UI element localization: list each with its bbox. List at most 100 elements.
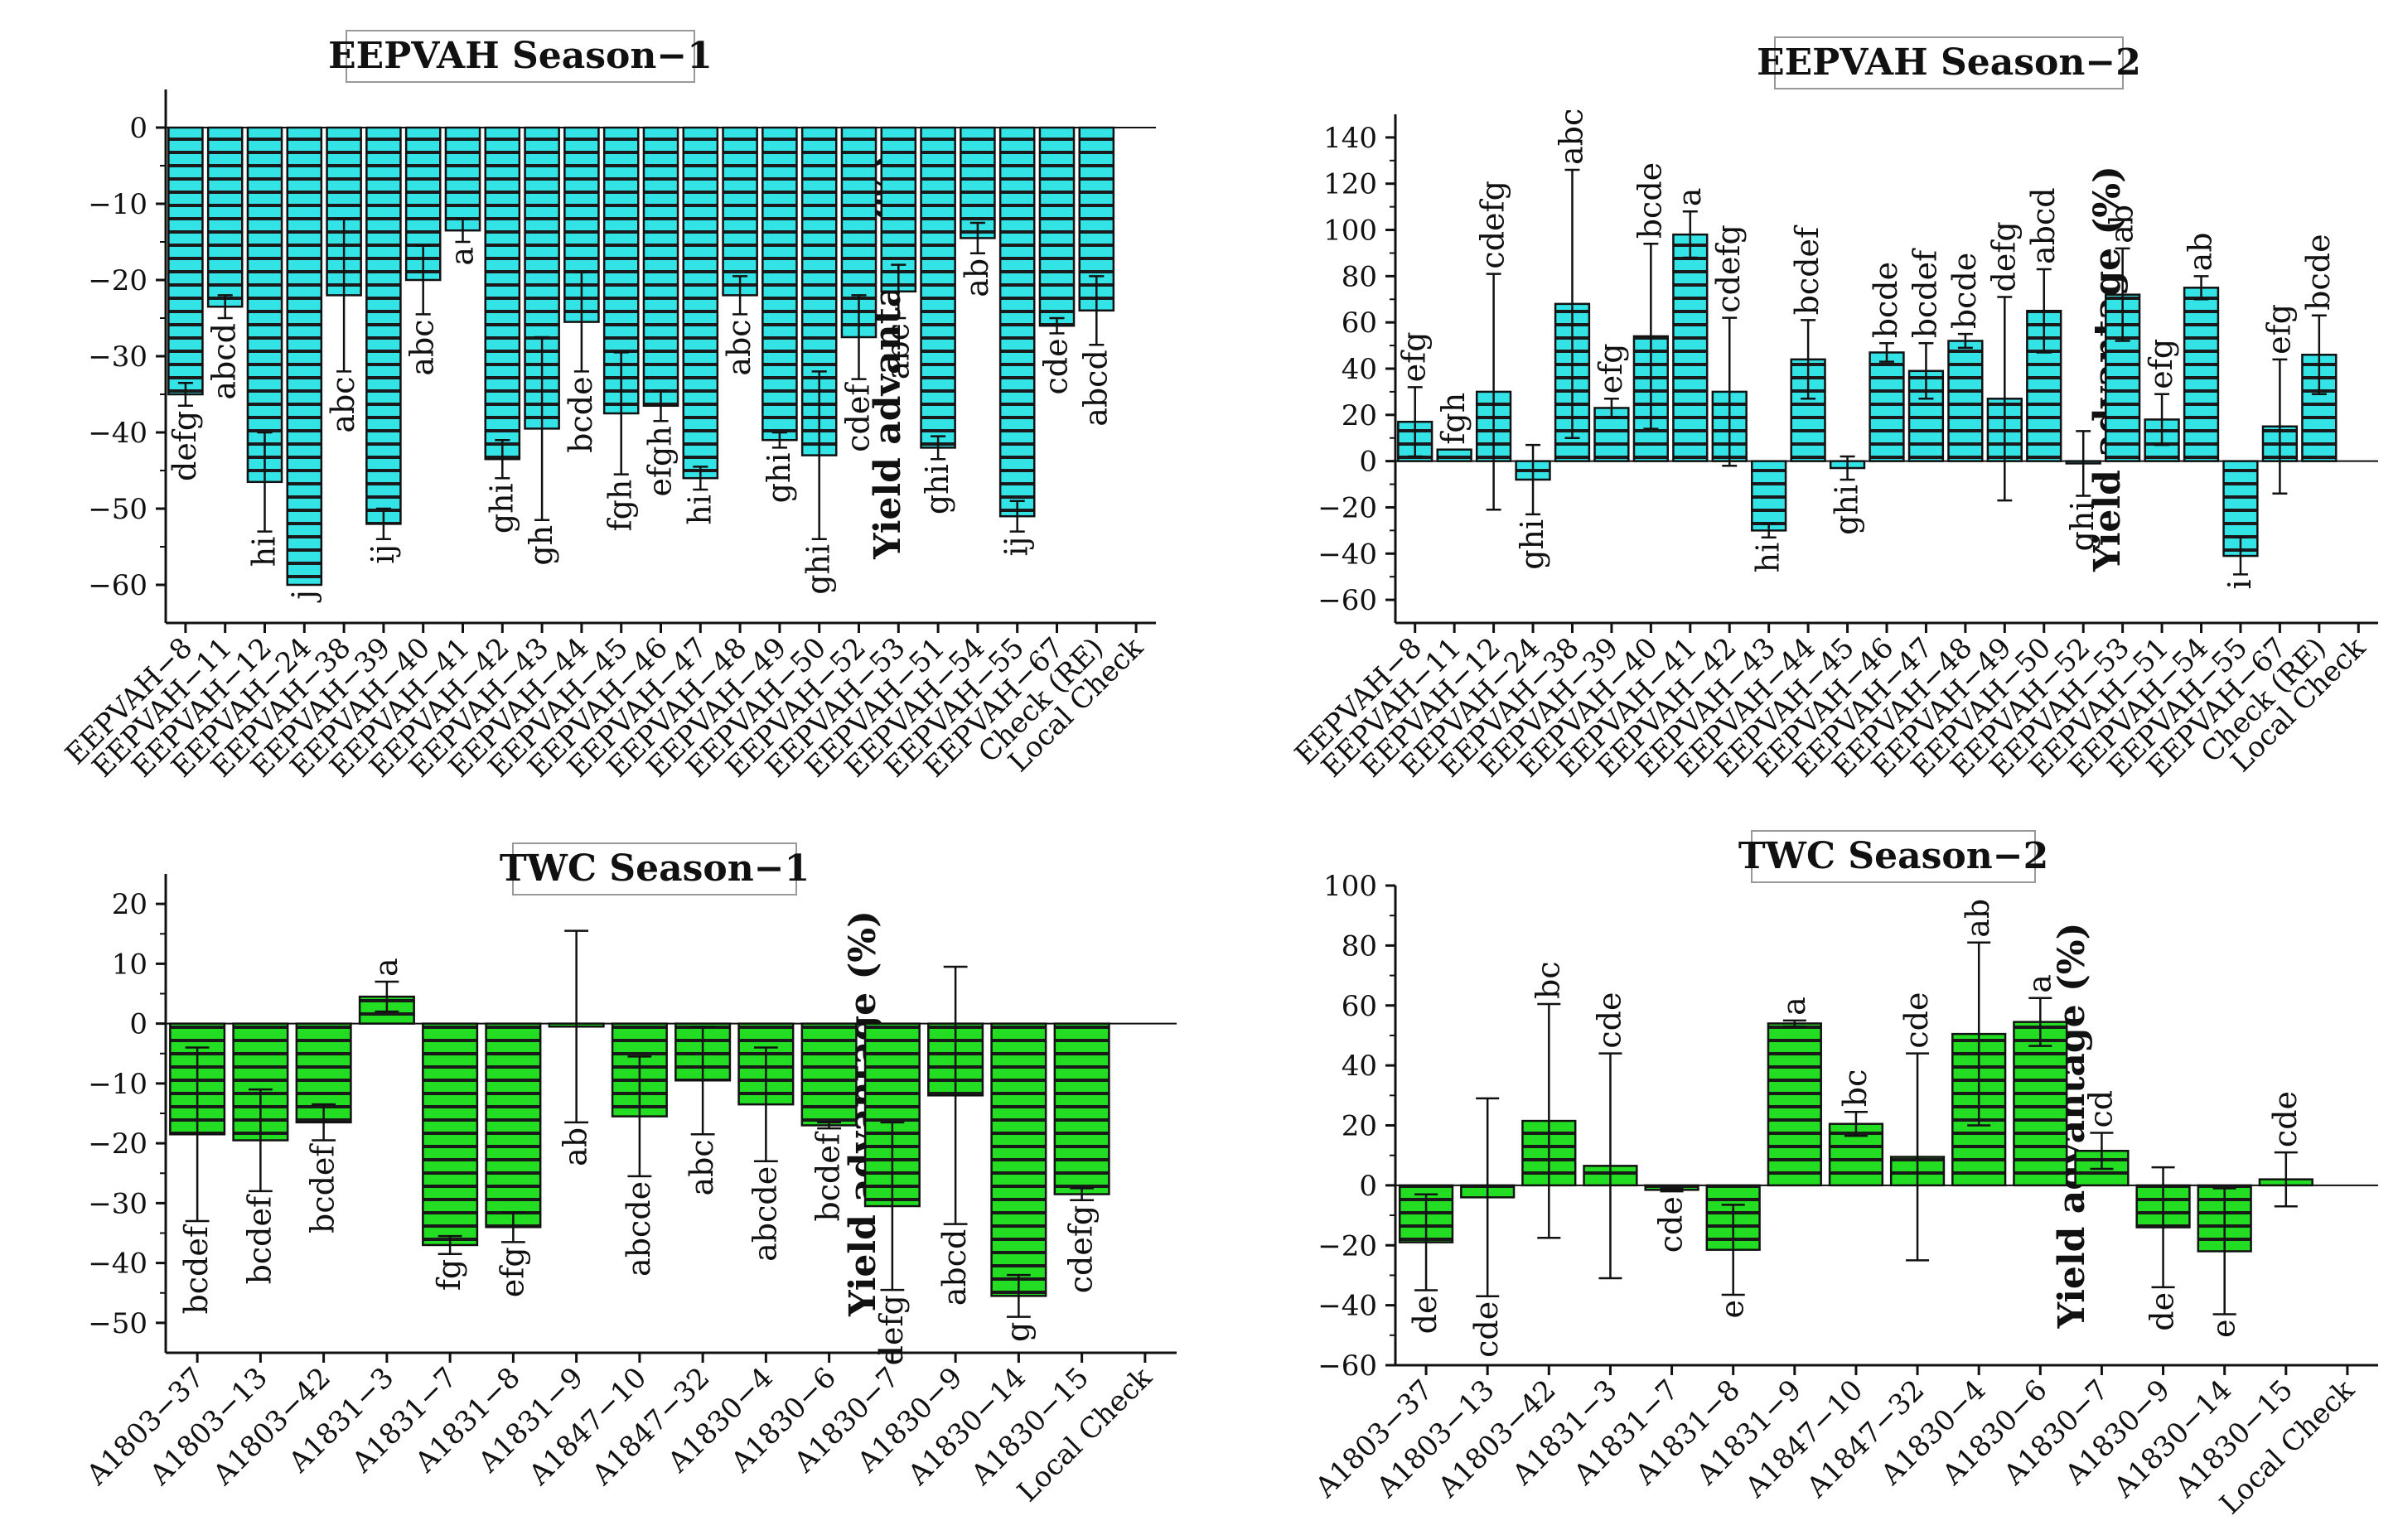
y-tick-label: 80 (1342, 929, 1377, 963)
y-tick-label: −50 (88, 493, 147, 526)
bar (722, 126, 758, 297)
significance-label: cde (1898, 992, 1935, 1049)
bar (484, 126, 521, 461)
bar (206, 126, 244, 308)
chart-eepvah-season-1: EEPVAH Season−1 Yield advantage (%) 0−10… (59, 30, 1156, 784)
significance-label: a (368, 958, 404, 977)
significance-label: abc (721, 319, 757, 375)
y-tick-label: −20 (88, 264, 147, 297)
significance-label: de (2144, 1292, 2181, 1331)
bar (246, 126, 283, 484)
y-tick-label: −10 (88, 1068, 147, 1101)
bar (422, 1022, 479, 1247)
significance-label: cde (1591, 992, 1627, 1049)
significance-label: cdef (840, 382, 877, 452)
bar (761, 126, 798, 442)
significance-label: bcdef (1789, 224, 1825, 315)
y-tick-label: 20 (112, 888, 147, 921)
significance-label: bcde (2300, 234, 2337, 310)
significance-label: fg (431, 1259, 467, 1291)
significance-label: efg (2260, 304, 2297, 355)
significance-label: efg (2143, 339, 2179, 389)
bar (286, 126, 323, 587)
bar (682, 126, 719, 480)
bar (1672, 233, 1709, 462)
significance-label: e (2206, 1319, 2242, 1338)
significance-label: bcdef (810, 1131, 847, 1221)
significance-label: bcde (1868, 262, 1904, 338)
significance-label: ij (998, 537, 1035, 557)
significance-label: abc (325, 376, 361, 432)
significance-label: efg (1593, 343, 1629, 393)
bar (960, 126, 996, 239)
chart-title: TWC Season−2 (1738, 835, 2048, 877)
bar (1751, 460, 1787, 532)
y-tick-label: −40 (1317, 538, 1377, 571)
bar (365, 126, 402, 525)
y-tick-label: −30 (88, 1187, 147, 1220)
significance-label: ab (959, 258, 995, 297)
significance-label: abc (684, 1139, 720, 1195)
chart-title: EEPVAH Season−2 (1757, 41, 2141, 84)
significance-label: bcdef (178, 1224, 215, 1314)
significance-label: bcde (563, 376, 599, 452)
y-tick-label: 0 (1359, 1170, 1377, 1203)
bar (1767, 1022, 1822, 1187)
chart-title: TWC Season−1 (500, 847, 810, 890)
bar (1436, 448, 1472, 462)
significance-label: ghi (919, 464, 955, 514)
y-tick-label: −40 (88, 417, 147, 450)
significance-label: ghi (1829, 485, 1865, 535)
significance-label: abcde (747, 1166, 783, 1262)
significance-label: ghi (2064, 501, 2101, 552)
y-tick-label: 40 (1342, 1050, 1377, 1083)
significance-label: cdefg (1475, 181, 1511, 269)
significance-label: de (1407, 1296, 1443, 1335)
y-tick-label: 140 (1323, 122, 1377, 155)
y-tick-label: 10 (112, 948, 147, 981)
significance-label: defg (873, 1295, 910, 1365)
bar (1790, 358, 1826, 462)
bar (920, 126, 956, 449)
significance-label: gh (523, 525, 559, 566)
significance-label: abcd (2025, 187, 2062, 264)
significance-label: defg (1985, 221, 2022, 292)
significance-label: bcdef (305, 1143, 341, 1233)
y-tick-label: 0 (1359, 446, 1377, 479)
y-tick-label: 0 (129, 1008, 147, 1041)
chart-twc-season-1: TWC Season−1 Yield advantage (%) 20100−1… (80, 842, 1177, 1509)
significance-label: bcde (1632, 162, 1668, 239)
y-tick-label: 20 (1342, 399, 1377, 432)
bar (295, 1022, 352, 1124)
significance-label: ghi (1514, 519, 1550, 570)
significance-label: fgh (602, 480, 639, 532)
significance-label: a (1671, 188, 1708, 207)
significance-label: abcd (936, 1229, 973, 1306)
y-tick-label: −50 (88, 1307, 147, 1340)
significance-label: abc (404, 319, 441, 375)
significance-label: hi (681, 495, 718, 525)
significance-label: abc (1553, 109, 1589, 165)
y-tick-label: −40 (88, 1248, 147, 1281)
significance-label: abc (879, 323, 916, 379)
bar (2183, 287, 2220, 462)
significance-label: efgh (642, 426, 679, 496)
bar (642, 126, 679, 408)
chart-title: EEPVAH Season−1 (328, 35, 713, 77)
significance-label: g (999, 1322, 1036, 1342)
significance-label: cde (1038, 338, 1075, 394)
y-tick-label: −30 (88, 340, 147, 374)
significance-label: efg (1396, 331, 1433, 382)
significance-label: e (1714, 1300, 1751, 1319)
bar (485, 1022, 542, 1229)
significance-label: j (285, 590, 322, 603)
y-tick-label: 60 (1342, 990, 1377, 1023)
significance-label: efg (494, 1247, 530, 1297)
significance-label: abcd (206, 323, 243, 400)
y-tick-label: −20 (88, 1127, 147, 1161)
y-tick-label: 0 (129, 112, 147, 145)
chart-twc-season-2: TWC Season−2 Yield advantage (%) 1008060… (1308, 830, 2378, 1521)
chart-title-box (512, 842, 797, 896)
y-tick-label: 120 (1323, 168, 1377, 201)
bar (1947, 340, 1984, 462)
